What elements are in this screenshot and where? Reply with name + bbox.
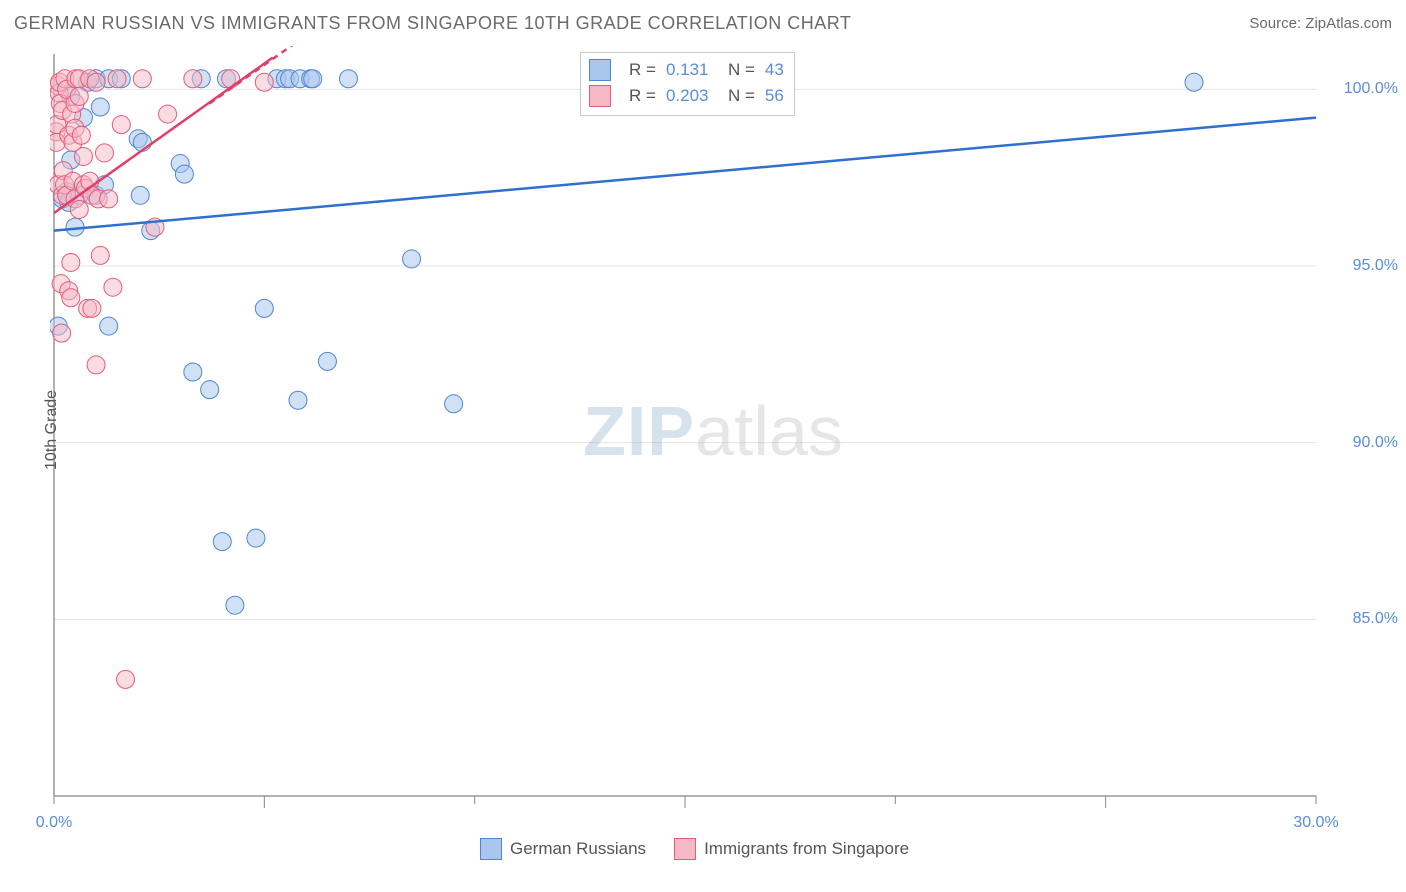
series-legend: German Russians Immigrants from Singapore xyxy=(480,838,909,860)
chart-plot-area: ZIPatlas R =0.131N =43R =0.203N =56 xyxy=(50,46,1376,816)
n-value: 43 xyxy=(765,57,784,83)
legend-item: Immigrants from Singapore xyxy=(674,838,909,860)
chart-title: GERMAN RUSSIAN VS IMMIGRANTS FROM SINGAP… xyxy=(14,13,851,34)
x-tick-label: 30.0% xyxy=(1293,814,1338,832)
legend-swatch xyxy=(480,838,502,860)
r-label: R = xyxy=(629,83,656,109)
n-label: N = xyxy=(728,83,755,109)
source-credit: Source: ZipAtlas.com xyxy=(1249,15,1392,32)
chart-header: GERMAN RUSSIAN VS IMMIGRANTS FROM SINGAP… xyxy=(0,0,1406,46)
y-tick-label: 95.0% xyxy=(1353,257,1398,275)
r-label: R = xyxy=(629,57,656,83)
r-value: 0.203 xyxy=(666,83,718,109)
y-tick-label: 90.0% xyxy=(1353,434,1398,452)
source-prefix: Source: xyxy=(1249,15,1305,32)
source-name: ZipAtlas.com xyxy=(1305,15,1392,32)
scatter-plot-svg xyxy=(50,46,1376,816)
y-tick-label: 100.0% xyxy=(1344,80,1398,98)
r-legend-swatch xyxy=(589,59,611,81)
legend-label: Immigrants from Singapore xyxy=(704,839,909,859)
correlation-legend-box: R = 0.131 N = 43 R = 0.203 N = 56 xyxy=(580,52,795,116)
n-label: N = xyxy=(728,57,755,83)
r-legend-row: R = 0.131 N = 43 xyxy=(589,57,784,83)
x-tick-label: 0.0% xyxy=(36,814,72,832)
n-value: 56 xyxy=(765,83,784,109)
y-tick-label: 85.0% xyxy=(1353,610,1398,628)
r-legend-row: R = 0.203 N = 56 xyxy=(589,83,784,109)
r-legend-swatch xyxy=(589,85,611,107)
legend-label: German Russians xyxy=(510,839,646,859)
legend-swatch xyxy=(674,838,696,860)
legend-item: German Russians xyxy=(480,838,646,860)
r-value: 0.131 xyxy=(666,57,718,83)
